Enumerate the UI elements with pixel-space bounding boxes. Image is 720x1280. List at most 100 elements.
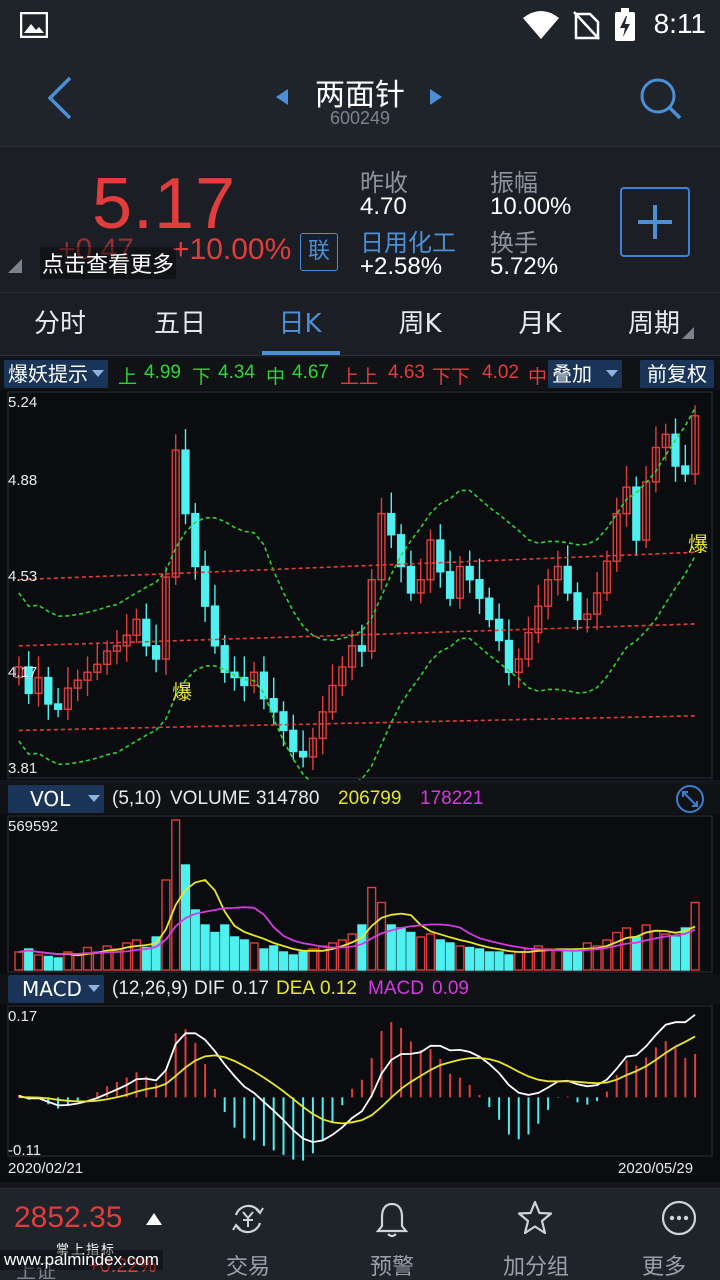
macd-indicator-bar: MACD (12,26,9) DIF 0.17 DEA 0.12 MACD 0.… <box>0 974 720 1004</box>
candle-body <box>485 597 494 621</box>
price-change-pct: +10.00% <box>172 233 292 266</box>
back-icon[interactable] <box>44 74 74 122</box>
chevron-down-icon <box>606 370 618 377</box>
candle-body <box>102 650 112 666</box>
index-name: 上证 <box>16 1259 56 1280</box>
candle-body <box>122 634 131 647</box>
candle-body <box>200 565 210 607</box>
nav-alert[interactable]: 预警 <box>320 1189 464 1280</box>
volume-bar <box>151 936 161 971</box>
volume-bar <box>661 933 671 971</box>
candle-body <box>671 433 680 467</box>
down-value: 4.34 <box>218 362 255 383</box>
upup-label: 上上 <box>340 367 379 388</box>
burst-marker: 爆 <box>688 532 708 556</box>
tab-daily-k[interactable]: 日K <box>278 309 322 339</box>
view-more-hint[interactable]: 点击查看更多 <box>40 247 177 279</box>
volume-bar <box>386 924 396 971</box>
search-icon[interactable] <box>638 76 682 120</box>
candle-body <box>220 645 229 673</box>
industry-change: +2.58% <box>360 253 443 280</box>
volume-bar <box>474 948 485 971</box>
volume-ma10: 178221 <box>420 788 484 809</box>
upper-band-line <box>18 407 696 642</box>
linked-badge[interactable]: 联 <box>300 233 338 271</box>
candle-body <box>357 645 367 652</box>
adjust-button[interactable]: 前复权 <box>640 360 714 388</box>
turnover-value: 5.72% <box>490 253 559 280</box>
add-watchlist-button[interactable] <box>620 187 690 257</box>
volume-bar <box>670 936 681 971</box>
nav-trade[interactable]: 交易 <box>176 1189 320 1280</box>
bottom-nav: 2852.35 掌上指标 上证 +0.22% 交易 预警 加分组 <box>0 1188 720 1280</box>
volume-dropdown-label: VOL <box>30 787 71 811</box>
candle-body <box>406 565 416 594</box>
status-bar: 8:11 <box>0 0 720 52</box>
tab-intraday[interactable]: 分时 <box>33 309 86 339</box>
overlay-indicator-dropdown[interactable]: 爆妖提示 <box>4 360 108 388</box>
quote-panel[interactable]: 5.17 +0.47 +10.00% 点击查看更多 联 昨收 4.70 日用化工… <box>0 146 720 292</box>
volume-dropdown[interactable]: VOL <box>8 785 104 813</box>
current-price: 5.17 <box>92 164 237 244</box>
up-label: 上 <box>118 367 138 388</box>
index-widget[interactable]: 2852.35 掌上指标 上证 +0.22% <box>0 1189 180 1280</box>
volume-chart[interactable]: 569592 <box>0 814 720 974</box>
candle-body <box>622 486 631 515</box>
nav-more[interactable]: 更多 <box>608 1189 720 1280</box>
more-icon <box>661 1200 697 1236</box>
nav-add-group[interactable]: 加分组 <box>464 1189 608 1280</box>
chevron-down-icon <box>88 795 100 802</box>
candle-body <box>328 684 337 713</box>
star-icon <box>517 1200 553 1235</box>
volume-bar <box>592 945 602 971</box>
next-stock-icon[interactable] <box>428 88 444 106</box>
kline-chart[interactable]: 5.24 4.88 4.53 4.17 3.81 爆 爆 <box>0 390 720 790</box>
yen-exchange-icon <box>232 1204 264 1234</box>
tab-period[interactable]: 周期 <box>627 309 680 339</box>
stock-code: 600249 <box>329 108 391 128</box>
start-date: 2020/02/21 <box>8 1160 84 1177</box>
candle-body <box>455 565 465 599</box>
macd-dropdown[interactable]: MACD <box>8 975 104 1003</box>
overlay-dropdown[interactable]: 叠加 <box>548 360 622 388</box>
prev-stock-icon[interactable] <box>274 88 290 106</box>
tab-monthly-k[interactable]: 月K <box>518 309 562 339</box>
volume-bar <box>141 946 151 971</box>
candle-body <box>308 737 318 758</box>
volume-ma10-line <box>18 906 696 956</box>
volume-bar <box>416 936 426 971</box>
prev-close-label: 昨收 <box>360 169 408 197</box>
industry-link[interactable]: 日用化工 <box>360 229 456 257</box>
volume-bar <box>396 927 406 971</box>
stock-name: 两面针 <box>315 78 405 113</box>
volume-bar <box>425 933 436 971</box>
macd-value: 0.09 <box>432 978 469 999</box>
candle-body <box>171 449 180 578</box>
dif-line <box>18 1013 696 1144</box>
period-tabs: 分时 五日 日K 周K 月K 周期 <box>0 292 720 356</box>
candle-body <box>534 605 543 634</box>
tab-weekly-k[interactable]: 周K <box>398 309 442 339</box>
macd-label: MACD <box>368 978 424 999</box>
volume-bar <box>229 936 240 971</box>
nav-more-label: 更多 <box>641 1255 686 1280</box>
candle-body <box>338 666 347 687</box>
volume-bar <box>14 951 24 971</box>
volume-bar <box>122 942 132 971</box>
volume-bar <box>376 901 387 971</box>
macd-chart[interactable]: 0.17 -0.11 2020/02/21 2020/05/29 <box>0 1004 720 1182</box>
battery-charging-icon <box>615 8 635 41</box>
candle-body <box>181 449 190 515</box>
candle-body <box>436 539 445 573</box>
end-date: 2020/05/29 <box>618 1160 694 1177</box>
volume-bar <box>690 901 700 971</box>
fullscreen-icon[interactable] <box>674 784 706 814</box>
candle-body <box>681 465 690 475</box>
volume-value: 314780 <box>256 788 320 809</box>
candle-body <box>573 592 582 621</box>
candle-body <box>14 666 24 679</box>
chart-frame <box>7 391 713 779</box>
tab-five-day[interactable]: 五日 <box>153 309 206 339</box>
volume-bar <box>347 933 357 971</box>
volume-bar <box>504 954 514 971</box>
